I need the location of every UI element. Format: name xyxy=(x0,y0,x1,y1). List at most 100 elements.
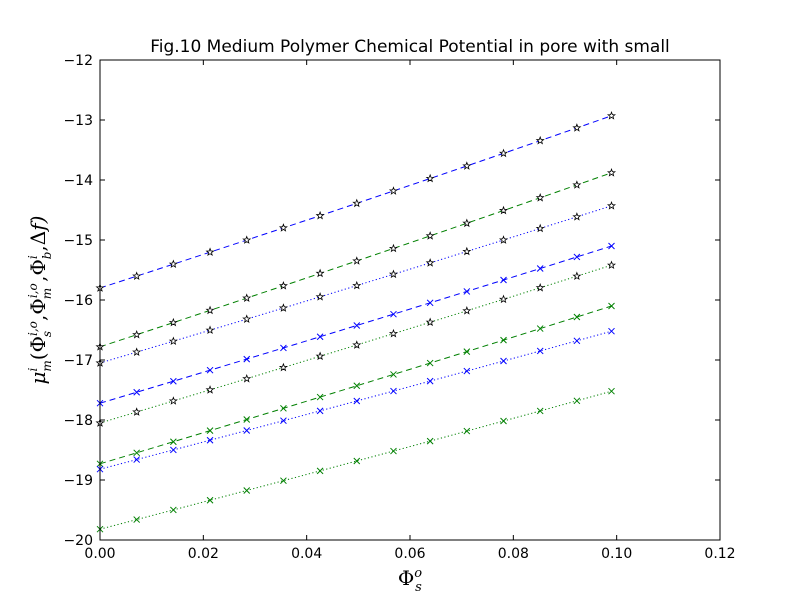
data-point xyxy=(463,348,471,355)
y-tick-label: −18 xyxy=(63,413,93,429)
data-point xyxy=(352,198,362,208)
data-point xyxy=(500,357,507,365)
data-point xyxy=(390,371,397,378)
data-point xyxy=(390,447,397,455)
data-point xyxy=(498,205,509,215)
data-point xyxy=(463,427,471,435)
data-point-stroke xyxy=(316,407,324,415)
data-point xyxy=(242,373,252,383)
data-point-stroke xyxy=(500,276,507,284)
data-point xyxy=(573,313,581,321)
data-point-stroke xyxy=(243,427,251,434)
y-tick-label: −20 xyxy=(63,533,93,549)
data-point xyxy=(353,382,361,390)
data-point-stroke xyxy=(133,456,141,463)
x-tick-label: 0.00 xyxy=(84,546,115,562)
data-point xyxy=(280,404,287,412)
data-point xyxy=(535,193,545,202)
data-point xyxy=(608,387,615,395)
data-point xyxy=(205,305,215,315)
data-point-stroke xyxy=(536,325,544,332)
data-point xyxy=(168,317,178,327)
data-point xyxy=(425,258,435,267)
data-point xyxy=(463,367,471,375)
data-point-stroke xyxy=(500,357,507,365)
data-point xyxy=(206,427,214,435)
data-point-stroke xyxy=(390,447,397,455)
data-point-stroke xyxy=(280,417,287,425)
y-tick-label: −16 xyxy=(63,293,93,309)
x-tick-label: 0.08 xyxy=(498,546,529,562)
x-tick-label: 0.12 xyxy=(704,546,735,562)
data-point xyxy=(535,283,545,292)
data-point xyxy=(133,388,141,396)
data-point-stroke xyxy=(353,457,361,465)
data-point xyxy=(573,397,581,405)
data-point xyxy=(315,268,325,278)
data-point-stroke xyxy=(573,397,581,405)
data-point-stroke xyxy=(316,467,324,475)
x-tick-label: 0.02 xyxy=(188,546,219,562)
data-point xyxy=(316,393,324,401)
data-point-stroke xyxy=(573,313,581,321)
y-axis: −20 −19 −18 −17 −16 −15 −14 −13 −12 xyxy=(63,53,720,549)
data-point-stroke xyxy=(280,344,287,352)
y-axis-label: μim(Φi,os,Φi,om,Φib,Δf) xyxy=(26,216,54,385)
data-point xyxy=(536,347,544,355)
data-point-stroke xyxy=(206,436,214,444)
data-point xyxy=(426,299,434,307)
data-point-stroke xyxy=(280,404,287,412)
data-point xyxy=(608,302,615,310)
data-point xyxy=(608,242,615,250)
data-point xyxy=(606,168,617,177)
data-point xyxy=(206,496,214,504)
series-line-7 xyxy=(99,330,612,470)
data-point xyxy=(425,317,435,327)
data-point-stroke xyxy=(608,302,615,310)
y-tick-label: −13 xyxy=(63,113,93,129)
data-point xyxy=(316,333,324,341)
data-point-stroke xyxy=(170,438,177,446)
data-point xyxy=(426,437,434,445)
data-point xyxy=(278,281,288,290)
data-point xyxy=(170,438,177,446)
data-point-stroke xyxy=(500,417,507,425)
data-point xyxy=(536,325,544,332)
data-point xyxy=(388,243,398,253)
data-point xyxy=(535,135,545,145)
data-point xyxy=(243,355,251,363)
series-line-3 xyxy=(99,205,612,364)
data-point xyxy=(132,271,142,280)
data-point xyxy=(353,457,361,465)
data-point xyxy=(500,276,507,284)
data-point xyxy=(205,325,215,335)
data-point-stroke xyxy=(426,437,434,445)
data-point-stroke xyxy=(463,427,471,435)
data-point-stroke xyxy=(573,253,581,261)
data-point xyxy=(352,256,362,265)
data-point xyxy=(498,148,509,158)
data-point xyxy=(388,328,398,338)
data-point xyxy=(243,427,251,434)
data-point-stroke xyxy=(463,348,471,355)
data-point xyxy=(243,416,251,423)
data-point-stroke xyxy=(390,310,397,318)
data-point-stroke xyxy=(316,333,324,341)
data-point xyxy=(425,173,435,183)
data-point xyxy=(132,329,142,339)
data-point-stroke xyxy=(170,446,177,454)
data-point xyxy=(316,407,324,415)
y-tick-label: −14 xyxy=(63,173,93,189)
data-point xyxy=(243,487,251,494)
data-point-stroke xyxy=(353,382,361,390)
data-point xyxy=(573,337,581,345)
y-tick-label: −17 xyxy=(63,353,93,369)
data-point xyxy=(278,223,288,232)
data-point-stroke xyxy=(463,367,471,375)
series-line-8 xyxy=(99,390,612,530)
data-point xyxy=(168,259,178,269)
x-axis: 0.00 0.02 0.04 0.06 0.08 0.10 0.12 xyxy=(84,60,736,562)
plot-frame xyxy=(99,59,721,541)
data-point xyxy=(206,436,214,444)
